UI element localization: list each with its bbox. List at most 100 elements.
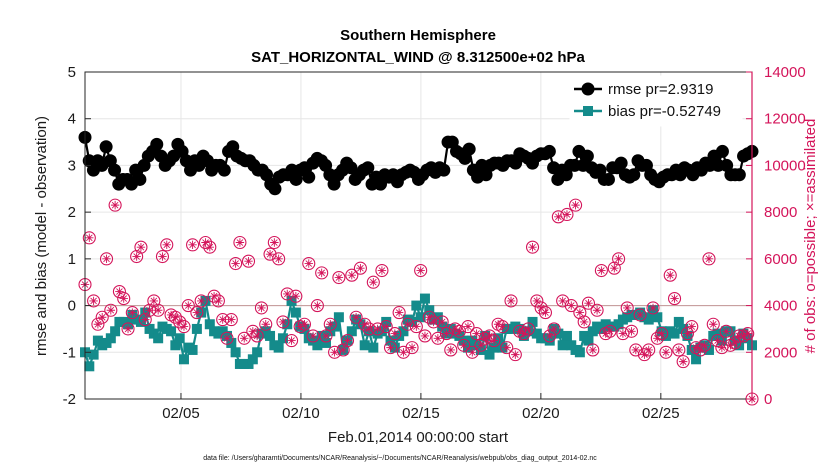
obs-possible-point [465,345,479,359]
obs-assimilated-point [721,327,731,336]
obs-possible-point [530,294,544,308]
obs-possible-point [181,299,195,313]
obs-possible-point [620,301,634,315]
obs-assimilated-point [390,329,400,338]
bias-point [84,361,95,372]
bias-point [265,330,276,341]
obs-possible-point [577,315,591,329]
obs-assimilated-point [110,200,120,210]
obs-possible-point [676,355,690,369]
obs-assimilated-point [450,324,460,334]
bias-point [716,335,727,346]
obs-assimilated-point [562,210,572,219]
obs-possible-point [177,320,191,334]
obs-assimilated-point [136,242,146,252]
rmse-point [614,156,628,170]
obs-possible-point [272,252,286,266]
obs-assimilated-point [584,299,593,308]
obs-possible-point [470,327,484,341]
bias-point [527,316,538,327]
obs-assimilated-point [554,212,563,222]
bias-point [544,335,555,346]
obs-possible-point [315,266,329,280]
obs-assimilated-point [360,320,369,329]
obs-assimilated-point [678,357,688,366]
x-tick-label: 02/15 [402,405,440,422]
obs-assimilated-point [493,320,503,329]
data-file-footnote: data file: /Users/gharamti/Documents/NCA… [203,455,597,462]
rmse-point [732,168,746,182]
obs-possible-point [155,249,170,264]
obs-possible-point [444,343,458,357]
bias-point [484,349,495,360]
bias-point [419,293,430,304]
legend-bias-marker [583,106,593,116]
obs-possible-point [353,261,367,275]
obs-possible-point [612,252,626,266]
bias-point [277,333,288,344]
obs-possible-point [564,299,578,313]
obs-possible-point [418,329,432,343]
legend-bias-label: bias pr=-0.52749 [608,103,721,120]
rmse-point [133,172,147,186]
obs-possible-point [547,322,561,336]
obs-possible-point [254,301,268,315]
obs-assimilated-point [98,313,107,322]
obs-assimilated-point [498,322,507,331]
bias-point [497,342,508,353]
obs-assimilated-point [635,310,645,320]
y-left-tick-label: 2 [68,204,76,221]
obs-assimilated-point [338,345,348,355]
obs-possible-point [194,294,208,308]
obs-possible-point [573,306,587,320]
obs-possible-point [104,303,118,317]
obs-assimilated-point [351,313,361,322]
obs-assimilated-point [158,252,167,261]
obs-possible-point [297,317,312,331]
obs-possible-point [82,231,96,245]
obs-possible-point [392,306,406,320]
obs-assimilated-point [549,324,559,334]
obs-assimilated-point [545,331,554,341]
bias-point [196,307,207,318]
obs-assimilated-point [171,313,180,322]
obs-assimilated-point [532,296,542,306]
obs-assimilated-point [429,317,438,327]
obs-possible-point [323,317,337,331]
obs-assimilated-point [334,273,344,282]
rmse-point [302,170,316,184]
obs-possible-point [431,331,445,345]
bias-point [673,316,684,327]
bias-point [187,344,198,355]
legend-rmse-marker [581,82,595,96]
bias-point [712,328,723,339]
obs-assimilated-point [93,320,103,329]
bias-point [725,326,736,337]
obs-assimilated-point [227,315,236,324]
bias-point [252,347,263,358]
bias-point [385,335,396,346]
bias-point [691,354,702,365]
obs-possible-point [650,331,664,345]
bias-point [381,316,392,327]
obs-assimilated-point [644,345,653,355]
x-tick-label: 02/25 [642,405,680,422]
y-axis-right-label: # of obs: o=possible; ×=assimilated [802,119,819,354]
obs-assimilated-point [231,259,240,268]
y-right-tick-label: 8000 [764,204,797,221]
obs-assimilated-point [601,329,610,338]
obs-assimilated-point [295,322,305,331]
obs-possible-point [190,306,204,320]
obs-possible-point [237,331,251,345]
bias-point [652,312,663,323]
obs-assimilated-point [209,292,219,301]
obs-possible-point [276,315,290,329]
bias-point [346,326,357,337]
obs-assimilated-point [89,296,98,306]
obs-assimilated-point [674,345,684,355]
obs-possible-point [607,261,621,275]
obs-possible-point [168,310,182,324]
obs-assimilated-point [128,308,137,317]
